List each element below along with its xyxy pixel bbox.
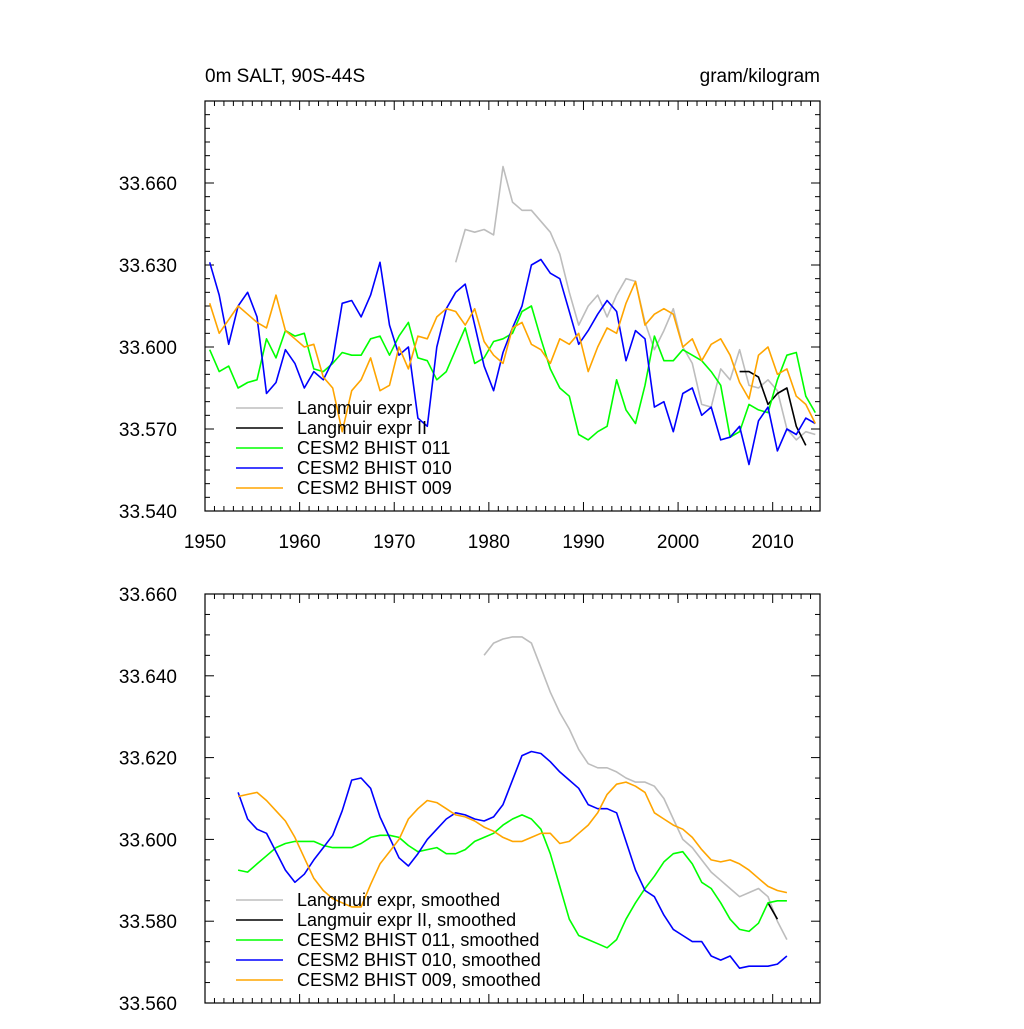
y-tick-label: 33.570: [119, 420, 177, 441]
series-line-2: [767, 902, 779, 920]
legend-label: Langmuir expr, smoothed: [297, 890, 500, 910]
legend-label: CESM2 BHIST 009: [297, 478, 452, 498]
series-line-4: [237, 750, 788, 970]
series-line-3: [237, 814, 787, 949]
series-line-5: [208, 280, 817, 433]
x-tick-label: 1980: [468, 532, 510, 553]
x-tick-label: 1950: [184, 532, 226, 553]
series-line-3: [208, 305, 816, 441]
y-tick-label: 33.560: [119, 994, 177, 1015]
panel-1: 1950 1960 1970 1980 1990 2000 2010 33.540 33.570…: [119, 66, 821, 553]
x-tick-label: 2000: [657, 532, 699, 553]
series-line-1: [483, 636, 788, 940]
legend-label: CESM2 BHIST 010: [297, 458, 452, 478]
legend-label: Langmuir expr II, smoothed: [297, 910, 516, 930]
chart-title-left: 0m SALT, 90S-44S: [205, 66, 365, 87]
chart-title-right: gram/kilogram: [700, 66, 820, 87]
x-tick-label: 1960: [278, 532, 320, 553]
panel-2: 33.560 33.580 33.600 33.620 33.640 33.660 Lang…: [119, 585, 821, 1015]
x-tick-label: 2010: [752, 532, 794, 553]
y-tick-label: 33.660: [119, 585, 177, 606]
legend-label: Langmuir expr II: [297, 418, 427, 438]
y-tick-label: 33.600: [119, 338, 177, 359]
y-tick-label: 33.580: [119, 912, 177, 933]
x-tick-label: 1970: [373, 532, 415, 553]
legend-label: CESM2 BHIST 011: [297, 438, 450, 458]
legend-label: CESM2 BHIST 010, smoothed: [297, 950, 541, 970]
legend-label: CESM2 BHIST 011, smoothed: [297, 930, 539, 950]
series-line-5: [237, 781, 788, 908]
series-line-1: [454, 165, 816, 441]
y-tick-label: 33.640: [119, 667, 177, 688]
y-tick-label: 33.630: [119, 256, 177, 277]
x-tick-label: 1990: [562, 532, 604, 553]
y-tick-label: 33.620: [119, 749, 177, 770]
y-tick-label: 33.660: [119, 174, 177, 195]
y-tick-label: 33.540: [119, 502, 177, 523]
y-tick-label: 33.600: [119, 830, 177, 851]
legend-label: CESM2 BHIST 009, smoothed: [297, 970, 541, 990]
legend-label: Langmuir expr: [297, 398, 412, 418]
